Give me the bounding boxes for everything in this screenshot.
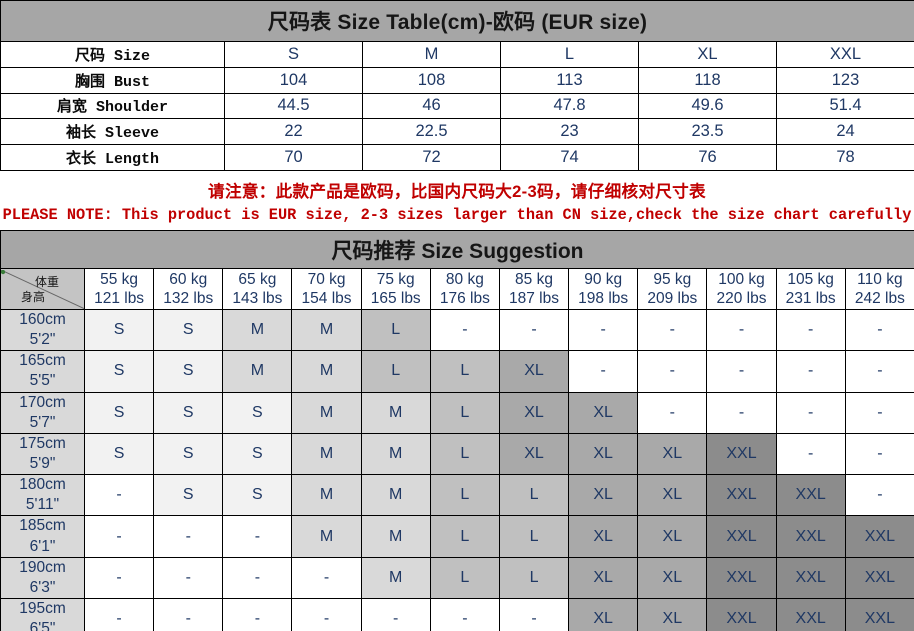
svg-text:体重: 体重	[35, 275, 59, 289]
svg-text:身高: 身高	[21, 289, 45, 304]
